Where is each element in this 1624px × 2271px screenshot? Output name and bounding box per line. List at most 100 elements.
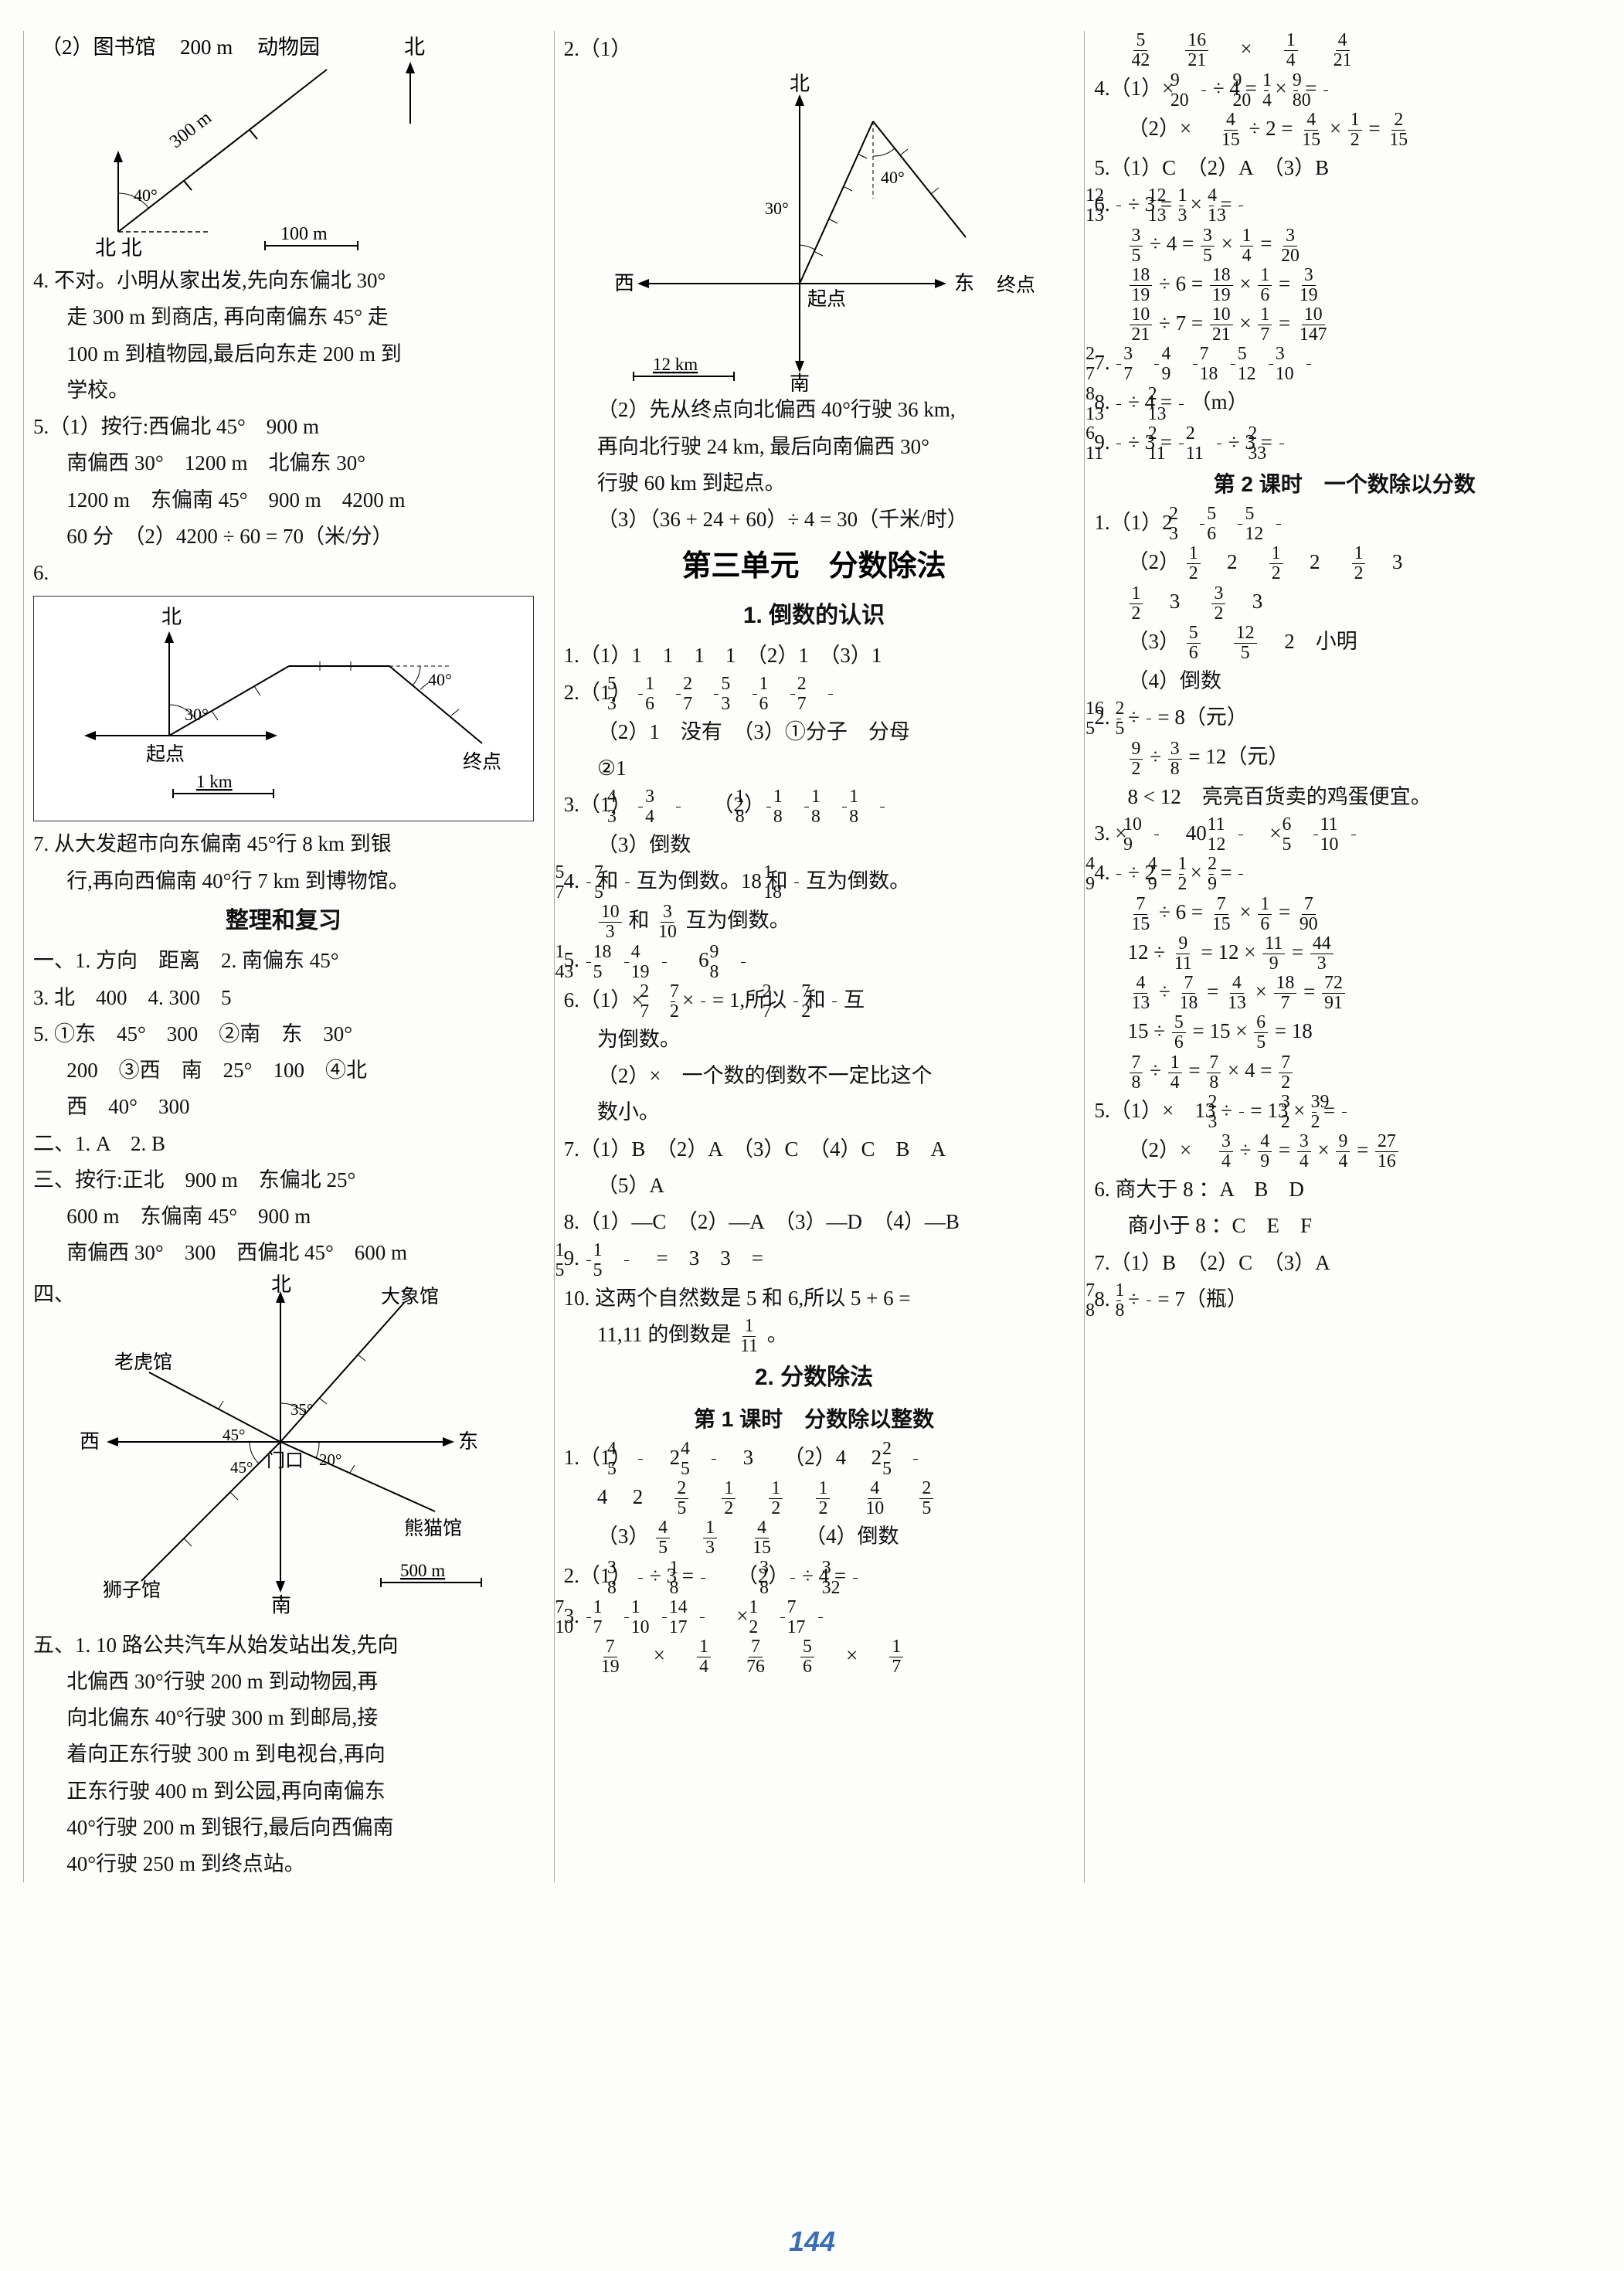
s1-4a: 4. 57 和 75 互为倒数。18 和 118 互为倒数。 (564, 863, 1065, 903)
l2-4d: 413 ÷ 718 = 413 × 187 = 7291 (1094, 974, 1595, 1013)
s1-6b: 为倒数。 (564, 1022, 1065, 1058)
diagram-4: 北 南 西 东 门口 大象馆 35° 老虎馆 狮子馆 45° 45° (33, 1272, 534, 1627)
s1-10b: 11,11 的倒数是 111 。 (564, 1317, 1065, 1356)
c2-p2-2: （2）先从终点向北偏西 40°行驶 36 km, (564, 392, 1065, 428)
s1-2a-t: 2.（1） (564, 681, 632, 704)
l2-6a: 6. 商大于 8 ：A B D (1094, 1171, 1595, 1208)
page-number: 144 (0, 2225, 1624, 2258)
l1-1c-t: （3） (597, 1525, 650, 1548)
title-unit3: 第三单元 分数除法 (564, 541, 1065, 593)
l1-2: 2.（1） 38 ÷ 3 = 18 （2）38 ÷ 4 = 332 (564, 1558, 1065, 1597)
d1-scale: 100 m (280, 224, 328, 244)
c2-p2-4: 行驶 60 km 到起点。 (564, 465, 1065, 501)
d6-scale: 1 km (196, 772, 233, 791)
c1-r4: 四、 (33, 1277, 75, 1313)
l2-8-t: 8. (1094, 1287, 1115, 1311)
l2-4a: 4. 49 ÷ 2 = 49 × 12 = 29 (1094, 855, 1595, 894)
d1-nn: 北 北 (95, 236, 142, 260)
l2-5b: （2）× 34 ÷ 49 = 34 × 94 = 2716 (1094, 1132, 1595, 1171)
l2-3: 3. × 10940 1112× 65 1110 (1094, 815, 1595, 855)
l2-4c: 12 ÷ 911 = 12 × 119 = 443 (1094, 934, 1595, 974)
d4-gate: 门口 (267, 1450, 304, 1471)
d6-end: 终点 (463, 751, 501, 773)
c2-p2-5: （3）（36 + 24 + 60）÷ 4 = 30（千米/时） (564, 501, 1065, 538)
c1-p5b: 南偏西 30° 1200 m 北偏东 30° (33, 445, 534, 481)
l2-1a-t: 1.（1）2 (1094, 511, 1193, 534)
l2-5a: 5.（1）× 13 ÷ 23 = 13 × 32 = 392 (1094, 1093, 1595, 1132)
c1-r5-6: 40°行驶 200 m 到银行,最后向西偏南 (33, 1810, 534, 1846)
s1-6a4: 互 (844, 988, 865, 1011)
s1-6a: 6.（1）× 27 × 72 = 1,所以 27 和 72 互 (564, 982, 1065, 1022)
s1-6a2: = 1,所以 (712, 988, 787, 1011)
d2-end: 终点 (997, 274, 1035, 296)
s1-3b: （3）倒数 (564, 827, 1065, 863)
c3-p7: 7. 27 37 49 718 512 310 (1094, 345, 1595, 384)
diagram-c2: 北 西 东 起点 南 30° 40° 终点 (564, 67, 1065, 392)
s1-3a: 3.（1） 43 34 （2）18 18 18 18 (564, 787, 1065, 826)
d4-lion: 狮子馆 (103, 1579, 161, 1601)
d4-tiger: 老虎馆 (114, 1351, 172, 1373)
s1-10b-tail: 。 (767, 1323, 788, 1346)
c1-r3c: 南偏西 30° 300 西偏北 45° 600 m (33, 1235, 534, 1271)
s1-9: 9. 15 15 = 3 3 = (564, 1240, 1065, 1280)
c1-r5-4: 着向正东行驶 300 m 到电视台,再向 (33, 1736, 534, 1773)
c3-row1: 542 1621 × 14 421 (1094, 31, 1595, 70)
s1-4a-tail: 互为倒数。 (806, 869, 910, 892)
c1-r5-1: 五、1. 10 路公共汽车从始发站出发,先向 (33, 1627, 534, 1664)
d6-north: 北 (161, 606, 182, 628)
l2-7: 7.（1）B （2）C （3）A (1094, 1245, 1595, 1281)
c1-r3: 3. 北 400 4. 300 5 (33, 980, 534, 1016)
l1-2-t: 2.（1） (564, 1564, 632, 1587)
d4-elephant: 大象馆 (381, 1286, 439, 1307)
c3-p4-2-t: （2）× (1128, 117, 1213, 140)
l1-1a-t: 1.（1） (564, 1446, 632, 1469)
c1-p4b: 走 300 m 到商店, 再向南偏东 45° 走 (33, 299, 534, 335)
d6-a40: 40° (428, 670, 452, 689)
s1-2c: ②1 (564, 750, 1065, 787)
c1-r5-5: 正东行驶 400 m 到公园,再向南偏东 (33, 1773, 534, 1810)
title-les2: 第 2 课时 一个数除以分数 (1094, 465, 1595, 503)
l2-8-tail: = 7（瓶） (1157, 1287, 1247, 1311)
l2-4b: 715 ÷ 6 = 715 × 16 = 790 (1094, 894, 1595, 933)
s1-6d: 数小。 (564, 1094, 1065, 1130)
c1-p5a: 5.（1）按行:西偏北 45° 900 m (33, 409, 534, 445)
s1-10a: 10. 这两个自然数是 5 和 6,所以 5 + 6 = (564, 1280, 1065, 1317)
d4-east: 东 (458, 1430, 478, 1453)
title-les1: 第 1 课时 分数除以整数 (564, 1400, 1065, 1438)
l2-1b-t: （2） (1128, 550, 1181, 573)
s1-7a: 7.（1）B （2）A （3）C （4）C B A (564, 1131, 1065, 1168)
d2-north: 北 (790, 73, 810, 95)
d6-a30: 30° (185, 705, 209, 724)
l2-1b: （2） 122 122 123 (1094, 544, 1595, 583)
l1-1b: 42 25 12 12 12 410 25 (564, 1479, 1065, 1518)
title-sec2: 2. 分数除法 (564, 1358, 1065, 1399)
c1-p4c: 100 m 到植物园,最后向东走 200 m 到 (33, 336, 534, 372)
l2-1c: 123 323 (1094, 583, 1595, 623)
c1-p7b: 行,再向西偏南 40°行 7 km 到博物馆。 (33, 863, 534, 899)
c3-p6d: 1021 ÷ 7 = 1021 × 17 = 10147 (1094, 305, 1595, 345)
d2-west: 西 (614, 272, 634, 294)
d2-scale: 12 km (653, 355, 698, 374)
c3-p6b: 35 ÷ 4 = 35 × 14 = 320 (1094, 226, 1595, 265)
s1-9-tail: = 3 3 = (636, 1246, 763, 1270)
c1-r5a: 5. ①东 45° 300 ②南 东 30° (33, 1016, 534, 1052)
column-3: 542 1621 × 14 421 4.（1）× 920 ÷ 4 = 920 ×… (1084, 31, 1601, 1882)
c3-p6c: 1819 ÷ 6 = 1819 × 16 = 319 (1094, 266, 1595, 305)
s1-8: 8.（1）—C （2）—A （3）—D （4）—B (564, 1204, 1065, 1240)
d4-panda: 熊猫馆 (404, 1518, 462, 1539)
l2-2c: 8 < 12 亮亮百货卖的鸡蛋便宜。 (1094, 779, 1595, 815)
d4-west: 西 (80, 1430, 100, 1453)
l2-1a: 1.（1）2 23 56 512 (1094, 505, 1595, 544)
c1-p4a: 4. 不对。小明从家出发,先向东偏北 30° (33, 263, 534, 299)
d1-north: 北 (404, 36, 425, 59)
s1-10b-pre: 11,11 的倒数是 (597, 1323, 732, 1346)
c3-p8: 8. 813 ÷ 4 = 213 （m） (1094, 384, 1595, 423)
title-review: 整理和复习 (33, 901, 534, 942)
l2-1e: （4）倒数 (1094, 663, 1595, 699)
l2-1d: （3） 56 125 2 小明 (1094, 624, 1595, 663)
s1-4b: 103 和 310 互为倒数。 (564, 903, 1065, 942)
diagram-6: 北 30° 40° 起点 终点 (33, 596, 534, 821)
c1-r3b: 600 m 东偏南 45° 900 m (33, 1198, 534, 1235)
c1-r1: 一、1. 方向 距离 2. 南偏东 45° (33, 943, 534, 979)
d4-a20: 20° (319, 1450, 341, 1469)
